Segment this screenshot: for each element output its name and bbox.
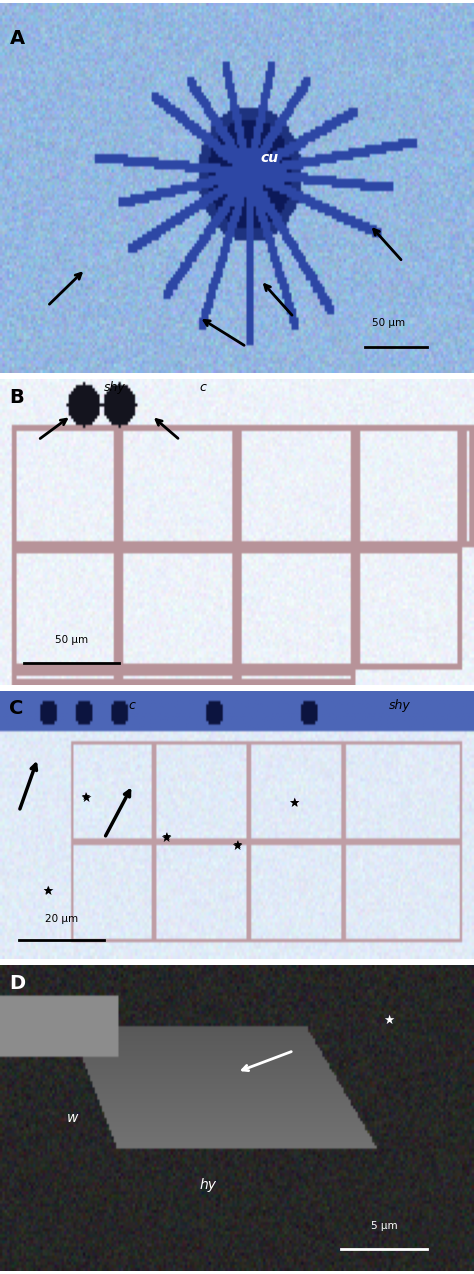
- Text: cu: cu: [261, 152, 279, 166]
- Text: ★: ★: [80, 794, 91, 803]
- Text: ★: ★: [231, 840, 243, 852]
- Text: shy: shy: [104, 381, 126, 394]
- Text: ★: ★: [80, 791, 91, 805]
- Text: c: c: [199, 381, 206, 394]
- Text: w: w: [66, 1111, 78, 1125]
- Text: hy: hy: [199, 1178, 216, 1192]
- Text: ★: ★: [160, 832, 172, 845]
- Text: C: C: [9, 699, 24, 719]
- Text: shy: shy: [389, 699, 410, 712]
- Text: ★: ★: [383, 1014, 394, 1027]
- Text: ★: ★: [232, 841, 242, 851]
- Text: D: D: [9, 975, 26, 994]
- Text: c: c: [128, 699, 135, 712]
- Text: ★: ★: [289, 799, 299, 809]
- Text: ★: ★: [161, 833, 171, 843]
- Text: 50 μm: 50 μm: [55, 634, 88, 645]
- Text: 20 μm: 20 μm: [45, 913, 78, 924]
- Text: 50 μm: 50 μm: [372, 318, 405, 329]
- Text: 5 μm: 5 μm: [371, 1220, 397, 1231]
- Text: A: A: [9, 29, 25, 48]
- Text: B: B: [9, 389, 24, 408]
- Text: ★: ★: [42, 887, 53, 897]
- Text: ★: ★: [288, 798, 300, 810]
- Text: ★: ★: [42, 885, 53, 898]
